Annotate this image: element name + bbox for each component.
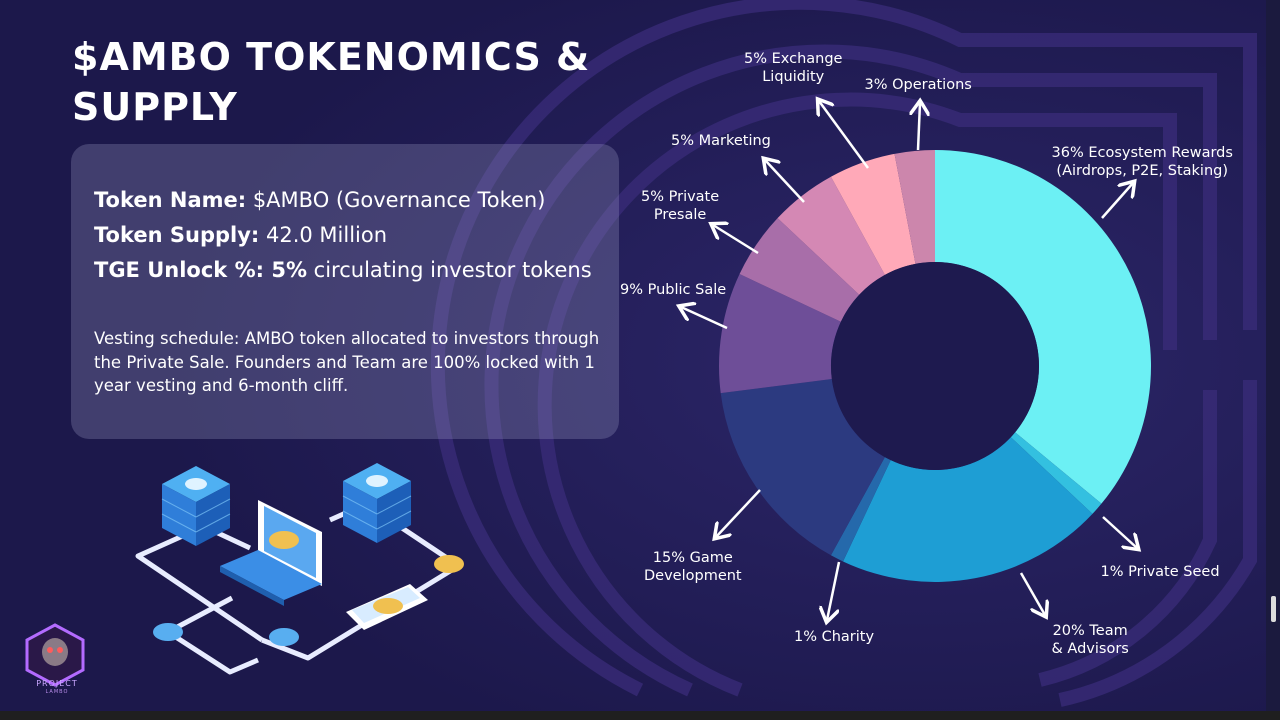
vesting-schedule-text: Vesting schedule: AMBO token allocated t… [94, 329, 600, 395]
slice-label-line: 3% Operations [864, 77, 972, 93]
token-supply-value: 42.0 Million [259, 223, 388, 247]
donut-slice-game-development [720, 379, 885, 556]
label-arrow-icon [1101, 183, 1133, 219]
token-name-value: $AMBO (Governance Token) [246, 188, 546, 212]
donut-slice-exchange-liquidity [830, 153, 916, 275]
donut-slice-operations [894, 150, 935, 264]
donut-slice-ecosystem-rewards-airdrops-p2e-staking [935, 150, 1152, 504]
slice-label: 5% Marketing [671, 132, 771, 150]
label-arrow-icon [713, 225, 759, 255]
slice-label-line: Liquidity [762, 69, 825, 85]
label-arrow-icon [681, 307, 728, 330]
slice-label: 5% Exchange Liquidity [744, 50, 842, 86]
token-name-line: Token Name: $AMBO (Governance Token) [94, 186, 545, 214]
slice-label-line: Presale [653, 207, 707, 223]
scrollbar-thumb[interactable] [1271, 596, 1276, 622]
token-supply-line: Token Supply: 42.0 Million [94, 221, 387, 249]
label-arrow-icon [827, 561, 841, 620]
slice-label: 5% Private Presale [641, 188, 719, 224]
page-title: $AMBO TOKENOMICS & SUPPLY [72, 35, 591, 129]
slice-label-line: 5% Marketing [671, 133, 771, 149]
info-panel [71, 144, 619, 439]
slice-label-line: 36% Ecosystem Rewards [1051, 145, 1233, 161]
donut-slice-private-seed [1010, 432, 1102, 514]
token-supply-label: Token Supply: [94, 223, 260, 247]
slice-label: 15% Game Development [644, 549, 742, 585]
tge-unlock-label: TGE Unlock %: [94, 258, 265, 282]
logo-line-1: PROJECT [36, 679, 78, 688]
slice-label: 9% Public Sale [620, 281, 726, 299]
tge-unlock-value: circulating investor tokens [306, 258, 592, 282]
scrollbar-track[interactable] [1266, 0, 1280, 711]
logo-text: PROJECT LAMBO [22, 679, 92, 697]
label-arrow-icon [1102, 516, 1137, 548]
logo-line-2: LAMBO [45, 689, 69, 695]
label-arrow-icon [765, 160, 805, 203]
slice-label: 1% Private Seed [1101, 563, 1220, 581]
donut-slice-team-advisors [843, 437, 1093, 582]
laptop-icon [220, 500, 322, 606]
token-node-icon [269, 628, 299, 646]
donut-hole [831, 262, 1039, 470]
donut-slice-private-presale [739, 218, 860, 322]
slice-label-line: 9% Public Sale [620, 282, 727, 298]
tablet-icon [346, 584, 428, 630]
decor-rings [430, 0, 1257, 707]
donut-slice-public-sale [719, 274, 841, 394]
slice-label-line: Development [644, 568, 742, 584]
slice-label-line: 1% Private Seed [1100, 564, 1220, 580]
tge-unlock-percent: 5% [264, 258, 307, 282]
coin-icon [434, 555, 464, 573]
slice-label-line: 5% Exchange [744, 51, 843, 67]
slice-label-line: (Airdrops, P2E, Staking) [1056, 163, 1229, 179]
slice-label: 1% Charity [794, 628, 874, 646]
label-arrow-icon [1019, 572, 1045, 615]
label-arrow-icon [819, 101, 870, 169]
label-arrow-icon [716, 489, 761, 537]
slice-label: 20% Team & Advisors [1052, 622, 1129, 658]
label-arrow-icon [918, 103, 920, 151]
slice-label-line: 5% Private [641, 189, 720, 205]
token-node-icon [153, 623, 183, 641]
bottom-bar [0, 711, 1280, 720]
donut-slice-marketing [777, 176, 885, 295]
donut-slice-charity [830, 457, 891, 562]
slice-label: 36% Ecosystem Rewards (Airdrops, P2E, Sta… [1052, 144, 1233, 180]
cube-stack-left [161, 466, 231, 546]
cube-stack-right [342, 463, 412, 543]
slice-label-line: 20% Team [1052, 623, 1128, 639]
token-name-label: Token Name: [94, 188, 247, 212]
tge-unlock-line: TGE Unlock %: 5% circulating investor to… [94, 256, 592, 284]
logo-robot-head-icon [42, 638, 68, 666]
slice-label: 3% Operations [865, 76, 972, 94]
slice-label-line: 15% Game [652, 550, 733, 566]
slice-label-line: & Advisors [1051, 641, 1129, 657]
slice-label-line: 1% Charity [794, 629, 875, 645]
